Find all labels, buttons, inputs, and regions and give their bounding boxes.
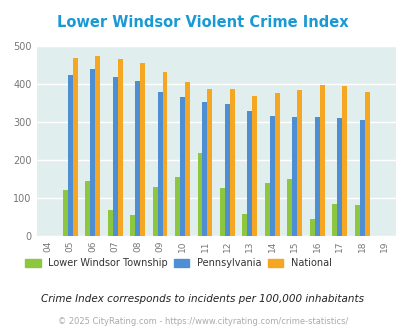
Bar: [175, 177, 179, 236]
Bar: [197, 153, 202, 236]
Bar: [140, 63, 145, 236]
Bar: [179, 97, 185, 236]
Bar: [117, 59, 122, 236]
Bar: [220, 188, 224, 236]
Bar: [85, 181, 90, 236]
Bar: [319, 85, 324, 236]
Bar: [354, 205, 359, 236]
Bar: [331, 205, 337, 236]
Bar: [202, 102, 207, 236]
Bar: [95, 56, 100, 236]
Bar: [287, 179, 292, 236]
Bar: [269, 116, 274, 236]
Bar: [274, 93, 279, 236]
Bar: [359, 120, 364, 236]
Bar: [341, 86, 346, 236]
Bar: [247, 112, 252, 236]
Bar: [309, 219, 314, 236]
Bar: [157, 92, 162, 236]
Text: Crime Index corresponds to incidents per 100,000 inhabitants: Crime Index corresponds to incidents per…: [41, 294, 364, 304]
Bar: [68, 75, 72, 236]
Text: Lower Windsor Violent Crime Index: Lower Windsor Violent Crime Index: [57, 15, 348, 30]
Bar: [162, 72, 167, 236]
Legend: Lower Windsor Township, Pennsylvania, National: Lower Windsor Township, Pennsylvania, Na…: [21, 254, 335, 272]
Bar: [337, 118, 341, 236]
Bar: [107, 210, 113, 236]
Bar: [185, 82, 190, 236]
Bar: [229, 89, 234, 236]
Bar: [296, 90, 301, 236]
Text: © 2025 CityRating.com - https://www.cityrating.com/crime-statistics/: © 2025 CityRating.com - https://www.city…: [58, 317, 347, 326]
Bar: [90, 69, 95, 236]
Bar: [72, 58, 77, 236]
Bar: [63, 190, 68, 236]
Bar: [152, 187, 157, 236]
Bar: [292, 117, 296, 236]
Bar: [130, 215, 135, 236]
Bar: [113, 77, 117, 236]
Bar: [224, 104, 229, 236]
Bar: [252, 96, 257, 236]
Bar: [364, 92, 369, 236]
Bar: [264, 183, 269, 236]
Bar: [314, 117, 319, 236]
Bar: [135, 81, 140, 236]
Bar: [207, 89, 212, 236]
Bar: [242, 214, 247, 236]
